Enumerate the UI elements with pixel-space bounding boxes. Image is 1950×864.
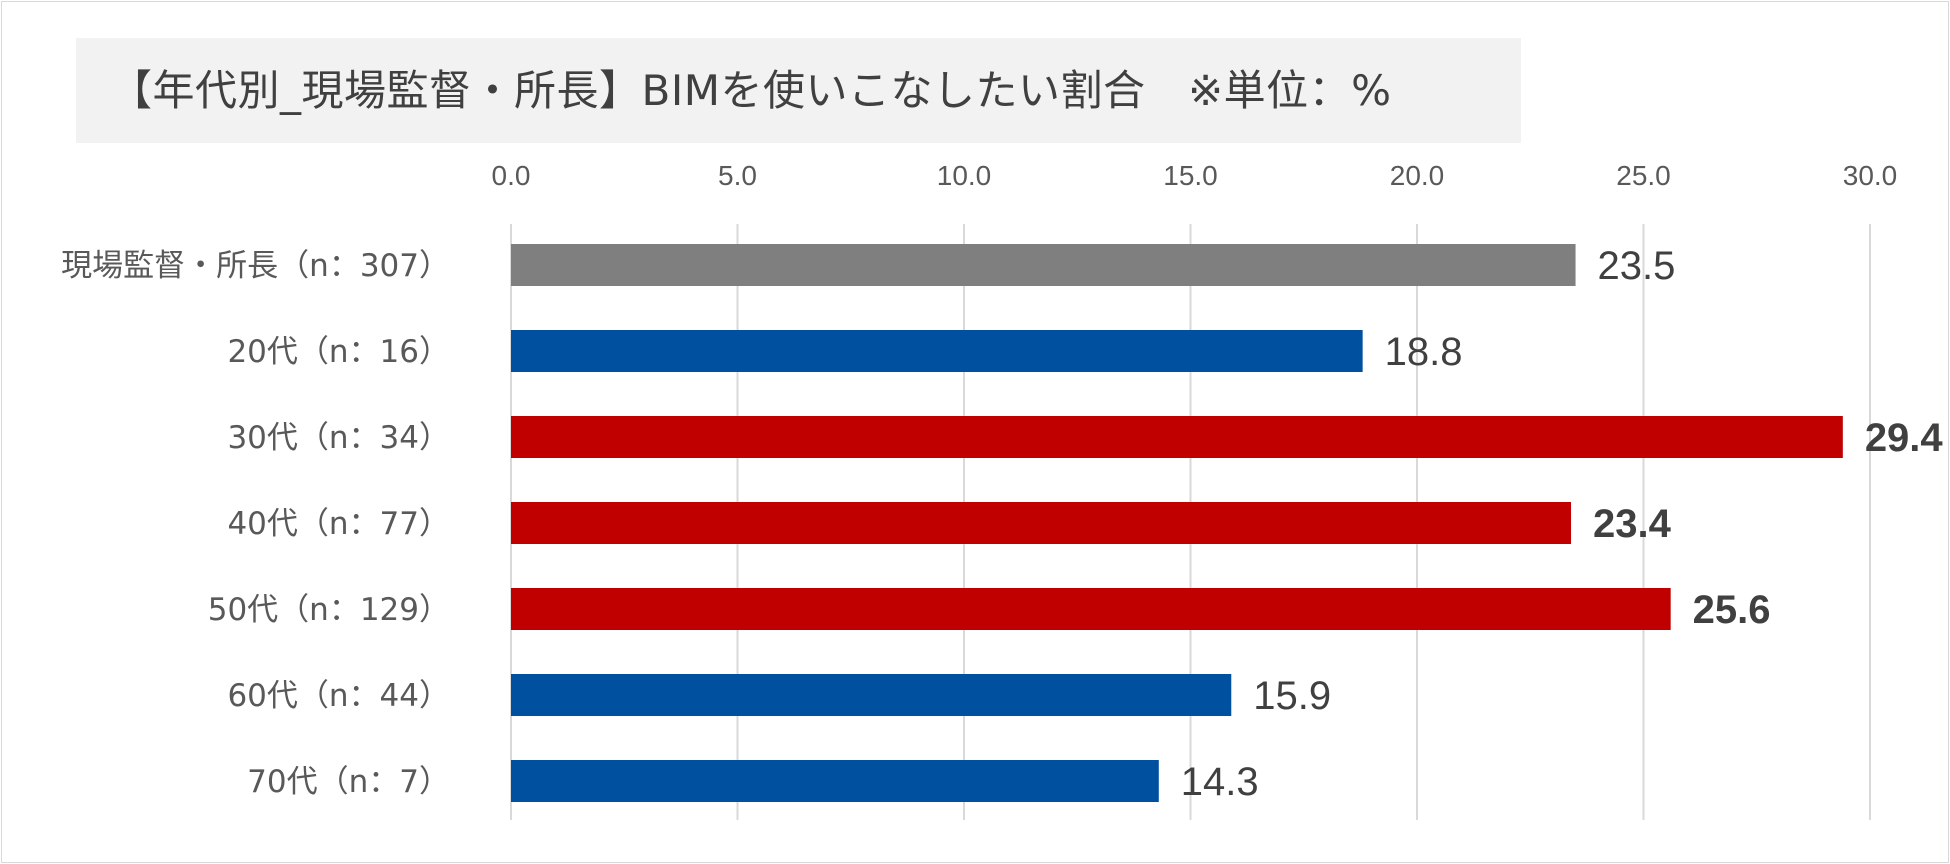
category-label: 30代（n：34） <box>227 420 450 456</box>
data-label: 23.4 <box>1593 502 1672 546</box>
x-tick-label: 20.0 <box>1390 160 1445 191</box>
x-tick-label: 25.0 <box>1616 160 1671 191</box>
bar <box>511 588 1671 630</box>
data-label: 15.9 <box>1253 674 1331 718</box>
x-tick-label: 15.0 <box>1163 160 1218 191</box>
data-label: 25.6 <box>1693 588 1771 632</box>
x-tick-label: 10.0 <box>937 160 992 191</box>
data-label: 23.5 <box>1598 244 1676 288</box>
category-label: 20代（n：16） <box>227 334 450 370</box>
category-label: 50代（n：129） <box>208 592 450 628</box>
category-label: 現場監督・所長（n：307） <box>61 248 450 284</box>
data-label: 29.4 <box>1865 416 1944 460</box>
bar <box>511 760 1159 802</box>
x-tick-label: 5.0 <box>718 160 757 191</box>
category-label: 40代（n：77） <box>227 506 450 542</box>
chart-title: 【年代別_現場監督・所長】BIMを使いこなしたい割合 ※単位：% <box>110 66 1392 115</box>
bar <box>511 416 1843 458</box>
title-box: 【年代別_現場監督・所長】BIMを使いこなしたい割合 ※単位：% <box>76 38 1521 143</box>
data-label: 14.3 <box>1181 760 1259 804</box>
bar <box>511 330 1363 372</box>
bar <box>511 244 1576 286</box>
data-label: 18.8 <box>1385 330 1463 374</box>
x-tick-label: 0.0 <box>492 160 531 191</box>
category-label: 60代（n：44） <box>227 678 450 714</box>
bar <box>511 674 1232 716</box>
category-label: 70代（n：7） <box>247 764 450 800</box>
bar <box>511 502 1572 544</box>
x-tick-label: 30.0 <box>1843 160 1898 191</box>
